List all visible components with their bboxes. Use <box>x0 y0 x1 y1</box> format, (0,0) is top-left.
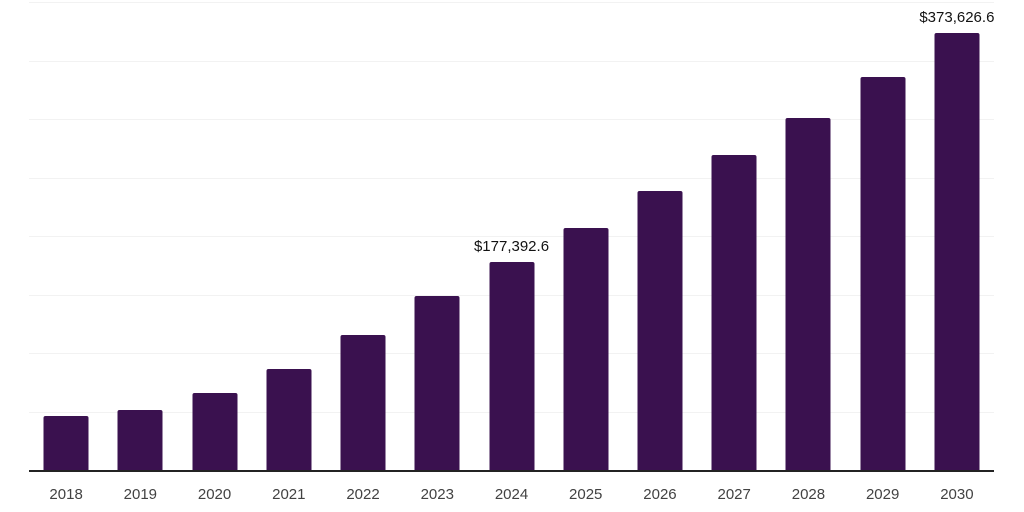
gridline-250000 <box>29 177 994 179</box>
bar-2023[interactable] <box>414 295 460 470</box>
x-tick-label-2019: 2019 <box>123 486 158 503</box>
bar-2026[interactable] <box>637 190 683 470</box>
x-tick-label-2027: 2027 <box>717 486 751 503</box>
x-tick-label-2026: 2026 <box>643 486 677 503</box>
x-tick-label-2030: 2030 <box>940 486 974 503</box>
x-tick-label-2021: 2021 <box>272 486 306 503</box>
bar-2020[interactable] <box>192 393 238 470</box>
x-tick-label-2024: 2024 <box>494 486 529 503</box>
x-tick-label-2023: 2023 <box>420 486 454 503</box>
x-axis: 2018 2019 2020 2021 2022 2023 2024 2025 2026 2027… <box>29 485 994 505</box>
bar-2028[interactable] <box>785 117 831 470</box>
x-tick-label-2028: 2028 <box>791 486 826 503</box>
x-tick-label-2029: 2029 <box>865 486 900 503</box>
bar-2029[interactable] <box>860 77 906 470</box>
gridline-200000 <box>29 236 994 237</box>
bar-value-label-2030: $373,626.6 <box>919 8 995 26</box>
x-tick-label-2018: 2018 <box>49 486 83 503</box>
x-tick-label-2022: 2022 <box>346 486 380 503</box>
bar-2021[interactable] <box>266 368 312 470</box>
bar-2019[interactable] <box>117 410 163 470</box>
bar-2018[interactable] <box>43 416 89 470</box>
bar-2027[interactable] <box>711 155 757 470</box>
bar-2030[interactable] <box>934 32 980 470</box>
bar-value-label-2024: $177,392.6 <box>473 238 550 256</box>
bar-2024[interactable] <box>489 262 534 470</box>
bar-2025[interactable] <box>563 227 609 470</box>
gridline-300000 <box>29 119 994 120</box>
bar-2022[interactable] <box>340 334 386 470</box>
x-tick-label-2025: 2025 <box>569 486 603 503</box>
plot-area: $177,392.6 $373,626.6 <box>29 2 994 472</box>
gridline-400000 <box>29 2 994 3</box>
x-tick-label-2020: 2020 <box>197 486 232 503</box>
gridline-350000 <box>29 60 994 62</box>
